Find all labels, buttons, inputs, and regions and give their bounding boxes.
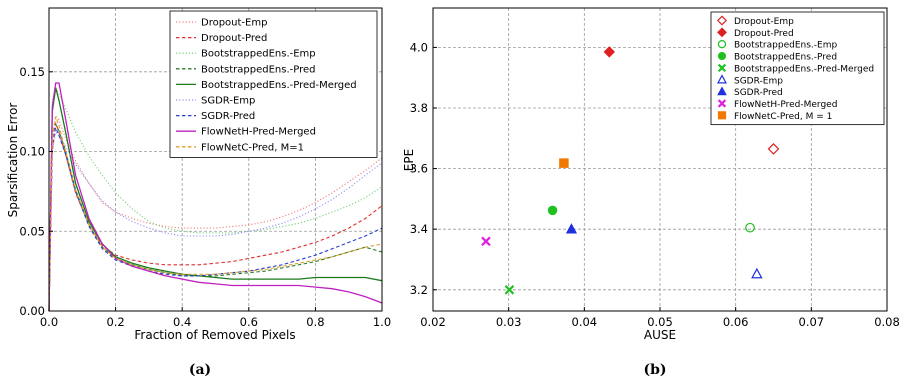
series-line — [48, 122, 383, 312]
scatter-point — [751, 267, 763, 279]
x-tick-label: 0.2 — [106, 315, 124, 329]
y-tick-label: 3.4 — [410, 222, 428, 236]
legend-label: Dropout-Pred — [734, 29, 794, 39]
scatter-point — [565, 223, 578, 234]
x-tick-label: 0.05 — [647, 315, 673, 329]
legend-label: SGDR-Emp — [201, 96, 255, 107]
scatter-point — [504, 285, 515, 295]
ause-epe-points — [481, 46, 780, 295]
x-tick-label: 0.02 — [420, 315, 446, 329]
legend-label: BootstrappedEns.-Pred-Merged — [734, 64, 874, 74]
sparsification-ticks: 0.0 0.2 0.4 0.6 0.8 1.0 0.00 0.05 0.10 0.15 — [19, 65, 391, 329]
y-tick-label: 3.8 — [410, 101, 428, 115]
sparsification-x-axis-label: Fraction of Removed Pixels — [134, 328, 295, 342]
x-tick-label: 0.03 — [496, 315, 522, 329]
x-tick-label: 0.04 — [572, 315, 598, 329]
legend-marker — [716, 15, 728, 26]
y-tick-label: 0.05 — [19, 224, 45, 238]
scatter-point — [745, 222, 755, 233]
x-tick-label: 0.07 — [799, 315, 825, 329]
y-tick-label: 0.10 — [19, 145, 45, 159]
x-tick-label: 0.0 — [40, 315, 58, 329]
legend-label: BootstrappedEns.-Emp — [734, 41, 837, 51]
legend-label: Dropout-Emp — [734, 17, 794, 27]
y-tick-label: 3.2 — [410, 283, 428, 297]
legend-box — [710, 11, 885, 126]
y-tick-label: 4.0 — [410, 40, 428, 54]
legend-marker — [717, 40, 727, 49]
scatter-point — [767, 143, 780, 155]
ause-epe-legend: Dropout-Emp Dropout-Pred BootstrappedEns.-… — [710, 11, 885, 126]
y-tick-label: 3.6 — [410, 162, 428, 176]
x-tick-label: 0.08 — [874, 315, 900, 329]
legend-label: FlowNetH-Pred-Merged — [734, 100, 837, 110]
legend-label: BootstrappedEns.-Pred-Merged — [201, 80, 357, 91]
y-tick-label: 0.15 — [19, 65, 45, 79]
legend-label: BootstrappedEns.-Pred — [734, 53, 837, 63]
legend-label: SGDR-Pred — [734, 88, 783, 98]
legend-marker — [717, 51, 727, 61]
x-tick-label: 1.0 — [373, 315, 391, 329]
legend-label: FlowNetC-Pred, M=1 — [201, 142, 304, 153]
legend-label: FlowNetH-Pred-Merged — [201, 127, 316, 138]
legend-marker — [717, 86, 727, 96]
legend-label: FlowNetC-Pred, M = 1 — [734, 112, 832, 122]
ause-epe-y-axis-label: EPE — [402, 149, 416, 171]
sparsification-y-axis-label: Sparsification Error — [6, 103, 20, 218]
scatter-point — [559, 158, 569, 168]
legend-label: Dropout-Pred — [201, 33, 267, 44]
legend-label: BootstrappedEns.-Pred — [201, 64, 315, 75]
series-line — [48, 86, 383, 312]
caption-b: (b) — [643, 362, 666, 378]
x-tick-label: 0.06 — [723, 315, 749, 329]
scatter-point — [481, 236, 491, 247]
legend-label: SGDR-Pred — [201, 111, 255, 122]
legend-label: Dropout-Emp — [201, 18, 267, 29]
legend-marker — [717, 63, 727, 73]
series-line — [48, 115, 383, 312]
legend-box — [169, 10, 378, 158]
series-line — [48, 125, 383, 312]
series-line — [48, 116, 383, 312]
sparsification-plot-frame — [48, 7, 383, 312]
x-tick-label: 0.4 — [173, 315, 191, 329]
sparsification-chart: 0.0 0.2 0.4 0.6 0.8 1.0 0.00 0.05 0.10 0.15 Fract… — [6, 7, 391, 378]
x-tick-label: 0.8 — [306, 315, 324, 329]
scatter-point — [603, 46, 616, 58]
series-line — [48, 82, 383, 312]
x-tick-label: 0.6 — [240, 315, 258, 329]
ause-epe-chart: 0.02 0.03 0.04 0.05 0.06 0.07 0.08 3.2 3.4 3.6 3.8… — [402, 7, 900, 378]
ause-epe-x-axis-label: AUSE — [644, 328, 676, 342]
legend-label: SGDR-Emp — [734, 76, 783, 86]
legend-marker — [717, 27, 727, 38]
sparsification-series — [48, 82, 383, 312]
ause-epe-ticks: 0.02 0.03 0.04 0.05 0.06 0.07 0.08 3.2 3.4 3.6 3.8… — [410, 40, 900, 329]
sparsification-legend: Dropout-Emp Dropout-Pred BootstrappedEns.-… — [169, 10, 378, 158]
legend-label: BootstrappedEns.-Emp — [201, 49, 316, 60]
y-tick-label: 0.00 — [19, 304, 45, 318]
legend-marker — [717, 74, 727, 84]
caption-a: (a) — [189, 362, 211, 378]
legend-marker — [717, 111, 727, 120]
legend-marker — [717, 99, 727, 108]
scatter-point — [547, 205, 558, 216]
